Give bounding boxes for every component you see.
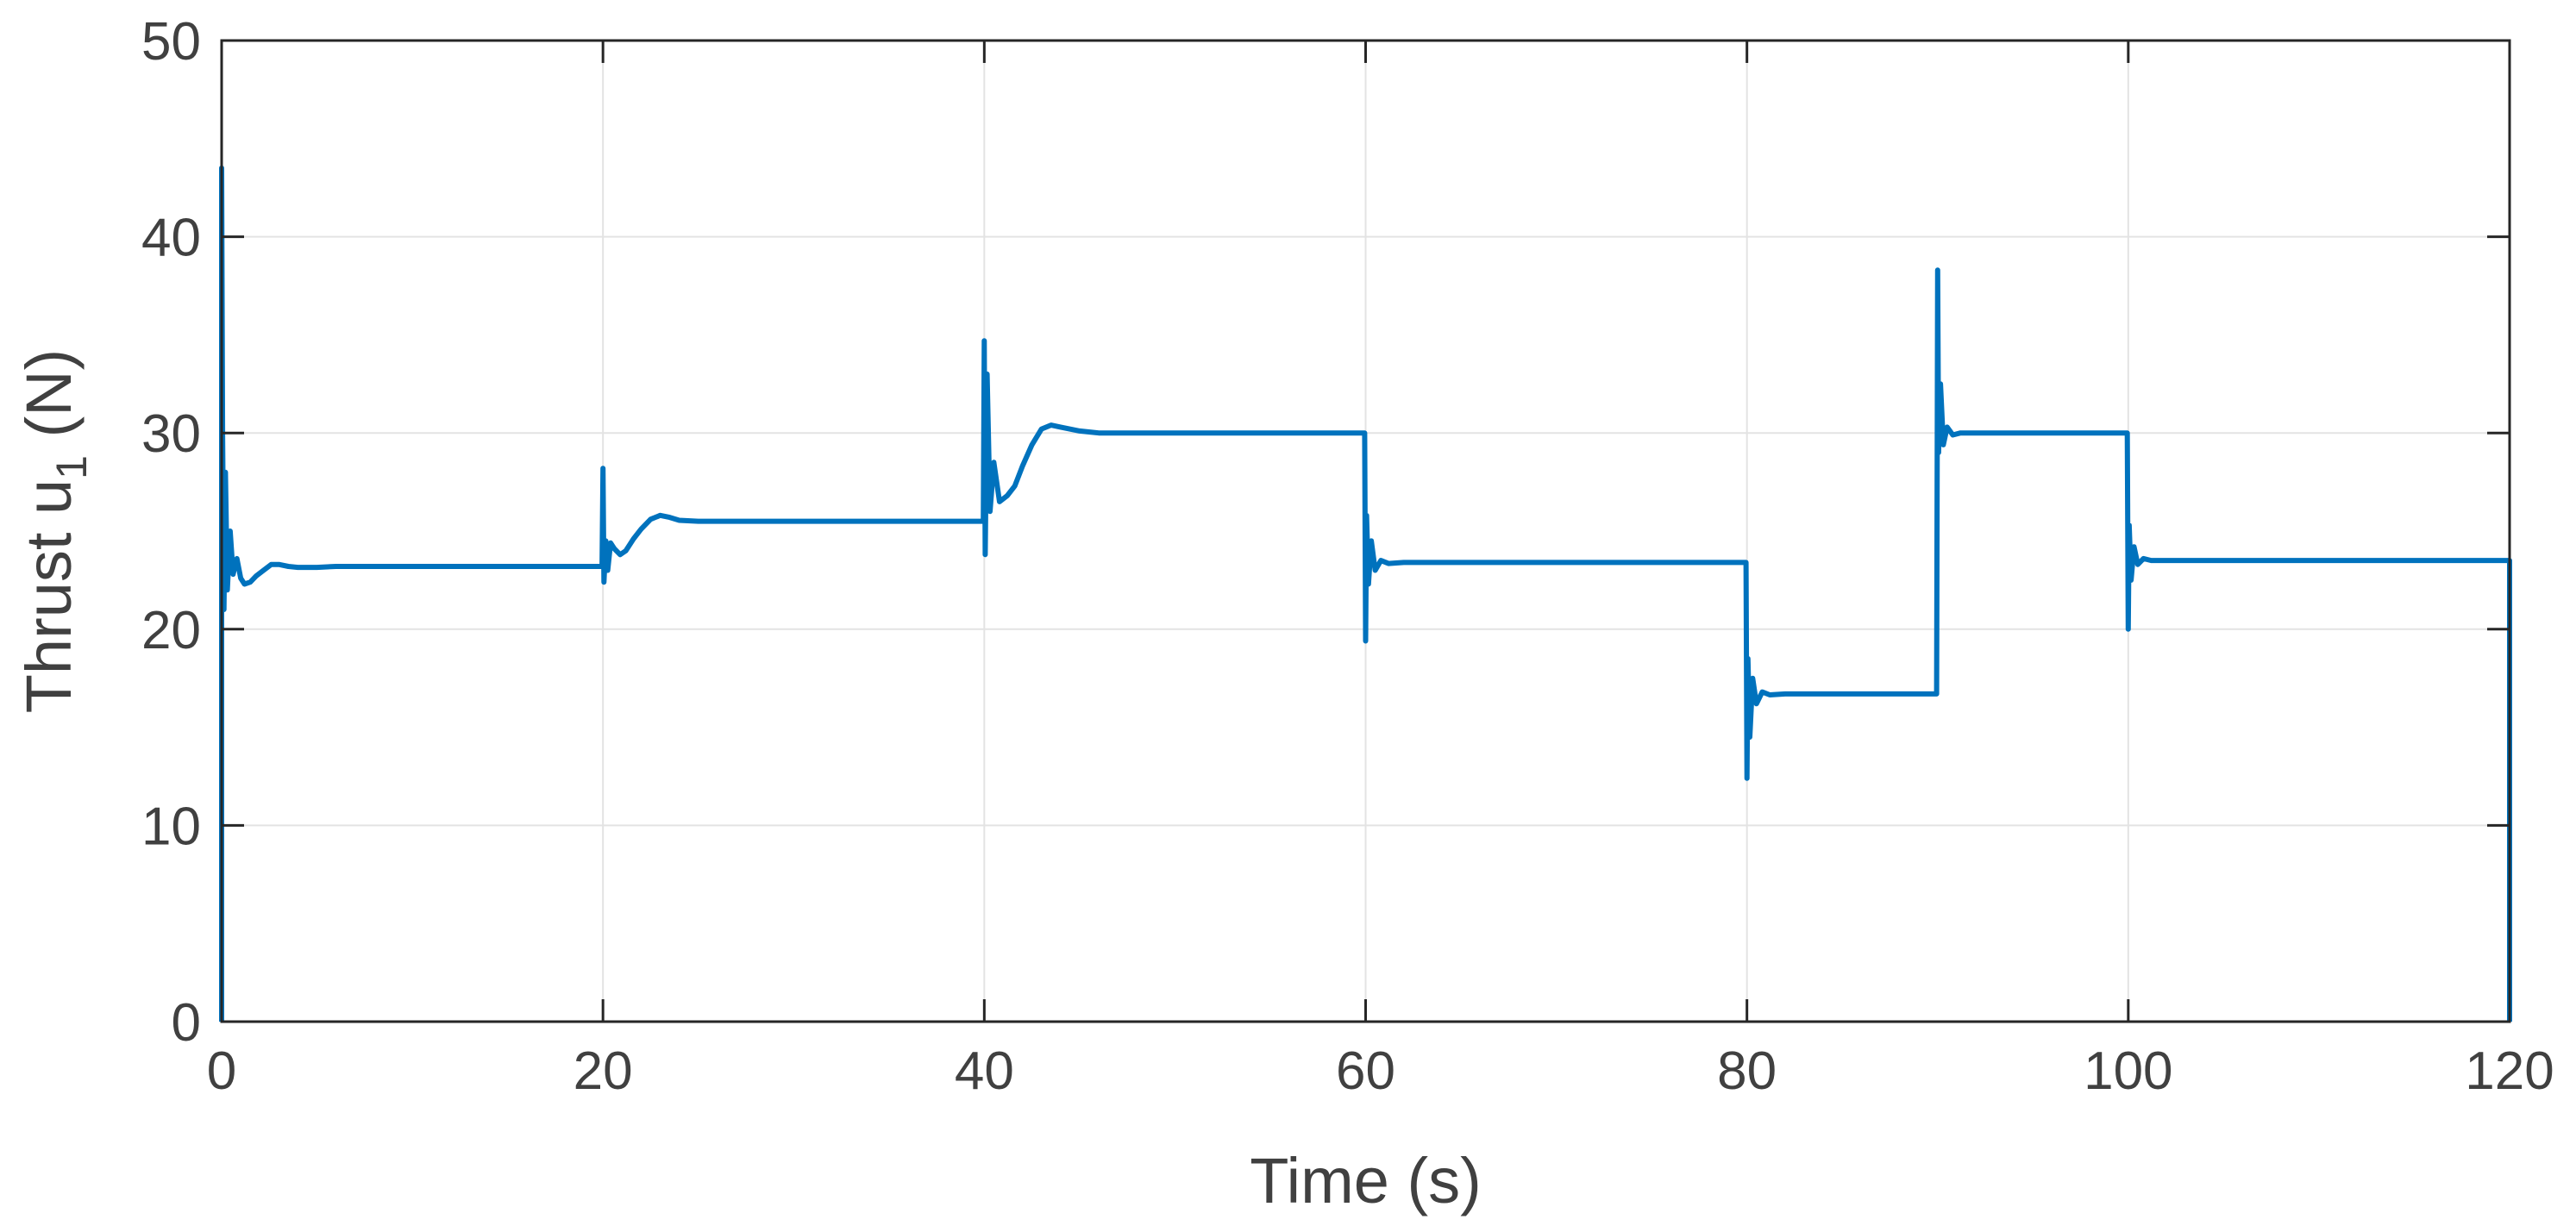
x-tick-label: 0 [207, 1041, 236, 1101]
x-tick-label: 80 [1717, 1041, 1777, 1101]
tick-marks [220, 39, 2511, 1023]
y-axis-label: Thrust u1 (N) [13, 349, 96, 714]
y-tick-label: 0 [172, 993, 201, 1053]
x-tick-label: 20 [573, 1041, 633, 1101]
series-layer [219, 165, 2512, 1022]
y-axis-label-suffix: (N) [13, 349, 85, 455]
x-tick-label: 100 [2084, 1041, 2172, 1101]
x-tick-label: 40 [955, 1041, 1014, 1101]
y-axis-label-prefix: Thrust u [13, 479, 85, 713]
x-axis-label: Time (s) [1250, 1145, 1482, 1216]
y-tick-labels: 0 10 20 30 40 50 [141, 12, 201, 1053]
thrust-series-line [219, 165, 2512, 1022]
x-tick-label: 60 [1336, 1041, 1395, 1101]
x-tick-label: 120 [2465, 1041, 2554, 1101]
y-tick-label: 40 [141, 209, 201, 268]
y-axis-label-subscript: 1 [47, 455, 96, 479]
y-tick-label: 20 [141, 601, 201, 660]
y-tick-label: 50 [141, 12, 201, 72]
y-tick-label: 30 [141, 404, 201, 464]
x-tick-labels: 0 20 40 60 80 100 120 [207, 1041, 2554, 1101]
y-tick-label: 10 [141, 797, 201, 856]
